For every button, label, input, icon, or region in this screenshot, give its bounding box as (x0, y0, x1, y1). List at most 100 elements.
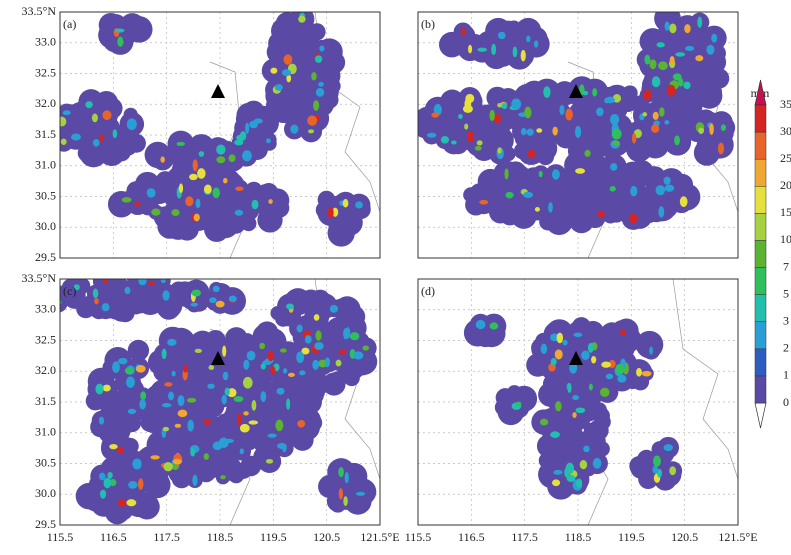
rain-core (609, 185, 616, 192)
rain-core (246, 350, 256, 361)
rain-core (224, 387, 230, 396)
rain-area (284, 414, 312, 442)
rain-core (251, 199, 259, 210)
panel-label: (c) (63, 284, 76, 298)
rain-area (561, 183, 578, 200)
rain-area (297, 376, 326, 405)
rain-core (565, 108, 573, 121)
rain-core (536, 128, 543, 133)
rain-area (635, 330, 664, 359)
colorbar-segment (754, 267, 767, 295)
rain-core (658, 61, 668, 71)
rain-area (583, 430, 604, 451)
colorbar-segment (754, 104, 767, 133)
colorbar-label: 3 (783, 313, 789, 327)
panel-label: (d) (421, 284, 435, 298)
rain-core (95, 383, 104, 395)
rain-core (651, 76, 661, 88)
rain-core (642, 89, 652, 101)
rain-core (338, 488, 343, 500)
rain-core (282, 443, 287, 453)
rain-core (552, 126, 558, 136)
rain-core (102, 110, 112, 121)
rain-core (543, 86, 551, 98)
rain-core (620, 329, 626, 336)
rain-core (190, 302, 198, 307)
rain-core (711, 33, 718, 43)
rain-core (554, 349, 563, 360)
rain-core (344, 472, 349, 484)
rain-core (140, 391, 147, 401)
rain-area (294, 98, 311, 115)
rain-area (620, 200, 637, 217)
rain-core (717, 142, 725, 155)
rain-core (695, 55, 704, 62)
rain-core (576, 478, 583, 488)
rain-core (195, 198, 201, 209)
rain-core (126, 499, 137, 507)
rain-core (103, 279, 108, 284)
rain-core (160, 156, 165, 163)
colorbar-segment (754, 131, 767, 160)
rain-core (139, 399, 146, 410)
rain-core (297, 419, 306, 428)
rain-core (280, 348, 287, 353)
rain-core (267, 350, 274, 362)
rain-core (642, 112, 648, 117)
rain-core (649, 346, 654, 355)
rain-core (314, 55, 323, 63)
rain-core (307, 115, 318, 126)
rain-core (514, 401, 522, 406)
rain-core (462, 104, 473, 113)
rain-core (556, 332, 564, 344)
lon-label: 115.5 (405, 530, 432, 544)
rain-core (92, 288, 99, 299)
rain-core (465, 93, 475, 103)
colorbar-segment (754, 348, 767, 377)
lat-label: 29.5 (35, 250, 56, 264)
rain-core (651, 124, 660, 133)
rain-area (67, 102, 94, 129)
rain-core (683, 81, 691, 90)
rain-core (474, 145, 482, 151)
rain-core (312, 359, 319, 370)
rain-area (140, 463, 169, 492)
rain-core (189, 173, 198, 181)
rain-area (289, 27, 306, 44)
rain-core (314, 342, 324, 351)
rain-core (664, 184, 675, 192)
rain-core (91, 113, 98, 123)
colorbar-segment (754, 321, 767, 350)
rain-core (296, 324, 303, 333)
rain-core (315, 330, 322, 341)
rain-core (62, 110, 71, 116)
rain-core (631, 132, 637, 144)
rain-core (208, 364, 215, 371)
rain-core (720, 124, 727, 132)
rain-core (675, 52, 686, 57)
rain-core (299, 370, 306, 376)
colorbar-label: 0 (783, 395, 789, 409)
rain-area (500, 146, 516, 162)
rain-core (612, 140, 620, 146)
rain-core (151, 208, 161, 216)
rain-core (146, 188, 156, 198)
lat-label: 30.0 (35, 219, 56, 233)
rain-core (128, 481, 138, 489)
rain-core (476, 140, 483, 146)
rain-area (668, 180, 694, 205)
rain-core (615, 363, 625, 375)
lon-label: 120.5 (671, 530, 698, 544)
rain-core (669, 23, 677, 34)
rain-area (201, 150, 223, 172)
rain-core (286, 398, 291, 410)
rain-core (592, 457, 602, 469)
colorbar-segment (754, 213, 767, 241)
rain-core (656, 42, 665, 48)
lat-label: 31.0 (35, 158, 56, 172)
rain-core (526, 128, 534, 136)
station-marker (211, 84, 225, 98)
rain-area (141, 413, 162, 433)
rain-core (583, 445, 590, 453)
